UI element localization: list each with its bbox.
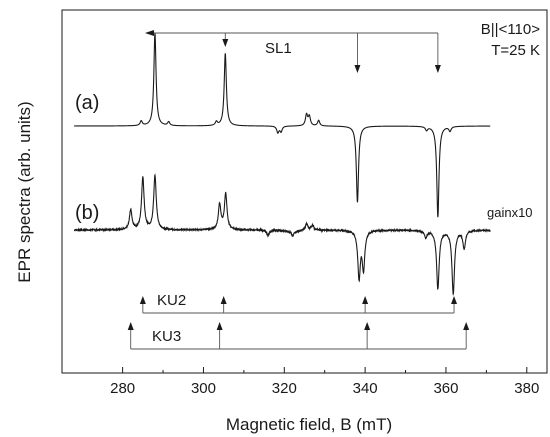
x-tick-label-3: 340 bbox=[353, 380, 378, 397]
ku2-arrowhead-2 bbox=[362, 296, 369, 304]
panel-a-label: (a) bbox=[75, 92, 99, 114]
temperature-label: T=25 K bbox=[491, 42, 540, 59]
gain-label: gainx10 bbox=[487, 205, 533, 220]
sl1-arrowhead-2 bbox=[354, 65, 361, 73]
spectrum-a bbox=[74, 32, 491, 218]
x-tick-label-0: 280 bbox=[110, 380, 135, 397]
sl1-arrowhead-3 bbox=[434, 65, 441, 73]
ku3-arrowhead-2 bbox=[364, 322, 371, 330]
spectrum-b bbox=[73, 173, 491, 296]
x-tick-label-5: 380 bbox=[514, 380, 539, 397]
sl1-left-arrowhead bbox=[144, 30, 154, 36]
ku3-arrowhead-3 bbox=[463, 322, 470, 330]
x-tick-label-2: 320 bbox=[272, 380, 297, 397]
plot-frame bbox=[61, 9, 548, 374]
sl1-label: SL1 bbox=[265, 40, 292, 57]
ku3-arrowhead-0 bbox=[127, 322, 134, 330]
ku2-label: KU2 bbox=[157, 292, 186, 309]
ku2-arrowhead-1 bbox=[220, 296, 227, 304]
ku2-arrowhead-3 bbox=[451, 296, 458, 304]
panel-b-label: (b) bbox=[75, 202, 99, 224]
ku2-arrowhead-0 bbox=[139, 296, 146, 304]
sl1-arrowhead-1 bbox=[222, 39, 229, 47]
x-tick-label-4: 360 bbox=[433, 380, 458, 397]
orientation-label: B||<110> bbox=[481, 21, 540, 38]
ku3-label: KU3 bbox=[152, 328, 181, 345]
ku3-arrowhead-1 bbox=[216, 322, 223, 330]
x-tick-label-1: 300 bbox=[191, 380, 216, 397]
x-axis-label: Magnetic field, B (mT) bbox=[226, 415, 392, 434]
y-axis-label: EPR spectra (arb. units) bbox=[15, 101, 34, 282]
